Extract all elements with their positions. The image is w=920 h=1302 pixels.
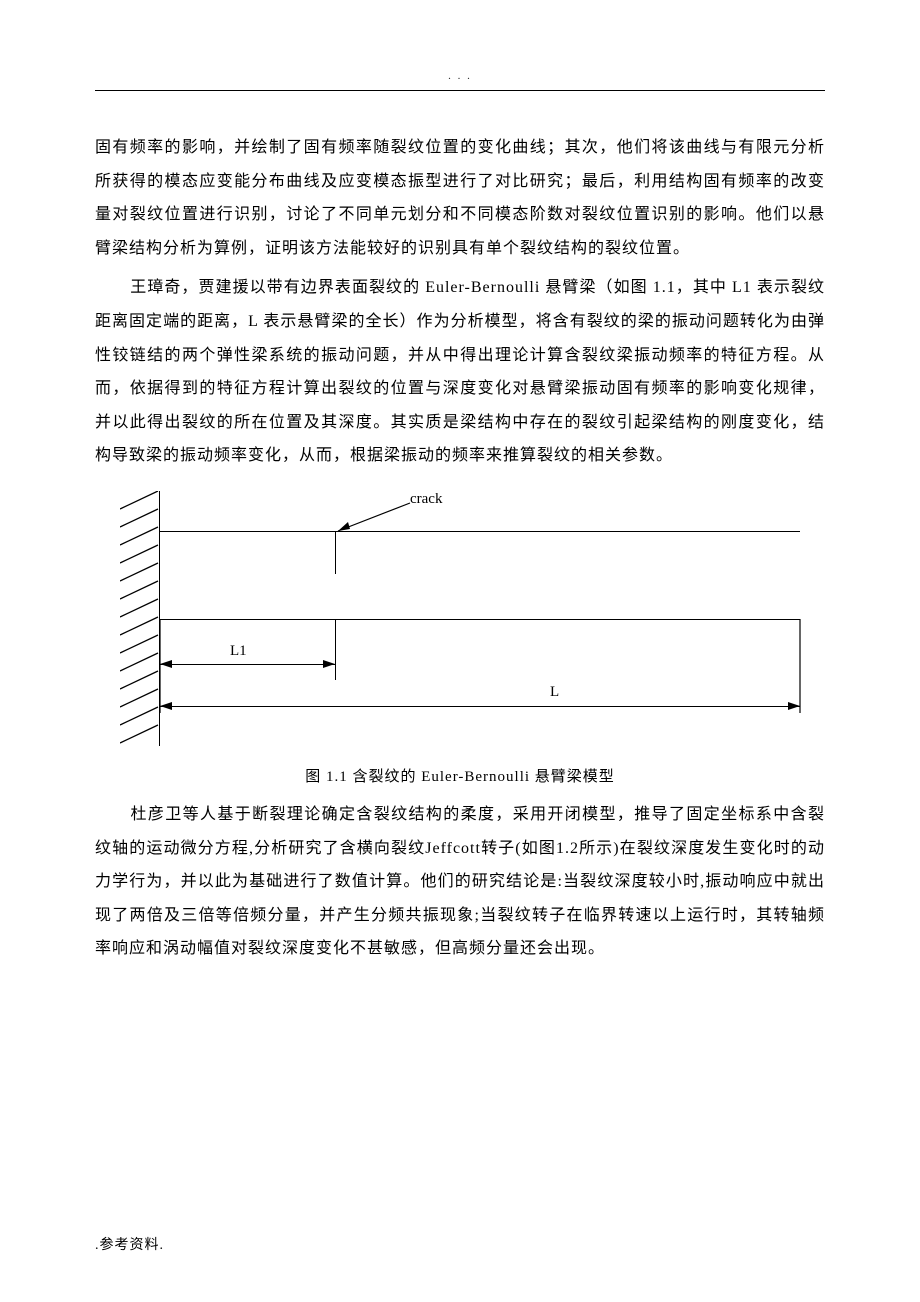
dimension-l-line [160,706,800,707]
beam-top-edge [160,531,800,532]
header-rule [95,90,825,91]
footer-text: .参考资料. [95,1234,164,1254]
dimension-l1-label: L1 [230,643,247,660]
figure-caption: 图 1.1 含裂纹的 Euler-Bernoulli 悬臂梁模型 [95,765,825,786]
fixed-support-wall [120,491,160,746]
hatch-lines-icon [120,491,160,746]
paragraph-1: 固有频率的影响，并绘制了固有频率随裂纹位置的变化曲线；其次，他们将该曲线与有限元… [95,131,825,265]
dimension-l1-tick [335,620,336,680]
header-dots: . . . [95,70,825,82]
page-container: . . . 固有频率的影响，并绘制了固有频率随裂纹位置的变化曲线；其次，他们将该… [0,0,920,1302]
crack-line [335,532,336,574]
dimension-arrows-icon [110,491,810,751]
crack-arrow-icon [330,501,450,541]
paragraph-2-text: 王璋奇，贾建援以带有边界表面裂纹的 Euler-Bernoulli 悬臂梁（如图… [95,279,825,464]
paragraph-3-text: 杜彦卫等人基于断裂理论确定含裂纹结构的柔度，采用开闭模型，推导了固定坐标系中含裂… [95,806,825,957]
beam-diagram: crack L1 L [110,491,810,751]
paragraph-3: 杜彦卫等人基于断裂理论确定含裂纹结构的柔度，采用开闭模型，推导了固定坐标系中含裂… [95,798,825,966]
dimension-l-label: L [550,684,559,701]
paragraph-2: 王璋奇，贾建援以带有边界表面裂纹的 Euler-Bernoulli 悬臂梁（如图… [95,271,825,473]
beam-bottom-edge [160,619,800,620]
dimension-l1-line [160,664,335,665]
figure-1-1: crack L1 L [95,491,825,786]
